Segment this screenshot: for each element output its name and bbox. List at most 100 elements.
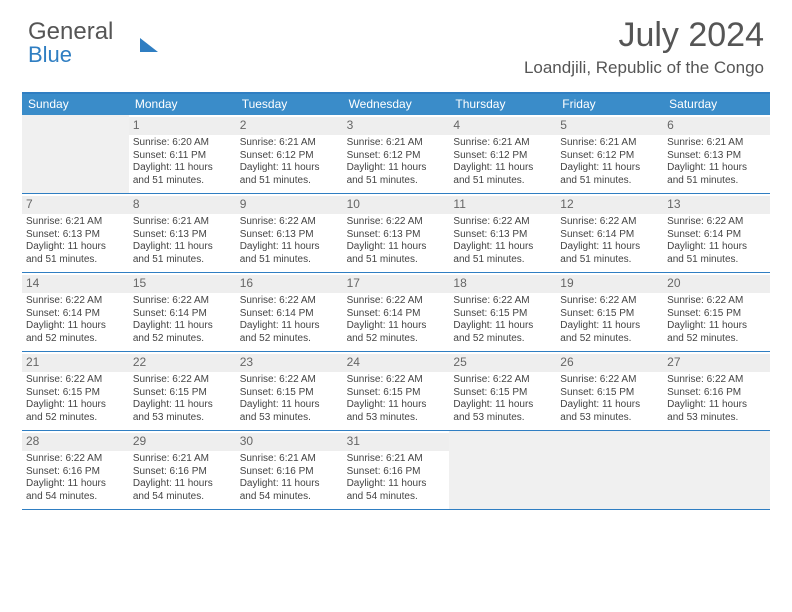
sunrise-text: Sunrise: 6:21 AM <box>347 453 446 466</box>
sunrise-text: Sunrise: 6:22 AM <box>560 295 659 308</box>
weekday-mon: Monday <box>129 94 236 115</box>
sunset-text: Sunset: 6:16 PM <box>240 466 339 479</box>
sunset-text: Sunset: 6:16 PM <box>26 466 125 479</box>
calendar-cell-empty <box>556 431 663 509</box>
calendar-cell-empty <box>449 431 556 509</box>
calendar-week: 28Sunrise: 6:22 AMSunset: 6:16 PMDayligh… <box>22 431 770 510</box>
weekday-sat: Saturday <box>663 94 770 115</box>
calendar-cell: 11Sunrise: 6:22 AMSunset: 6:13 PMDayligh… <box>449 194 556 272</box>
sunrise-text: Sunrise: 6:22 AM <box>560 374 659 387</box>
day-number: 13 <box>663 196 770 214</box>
calendar-cell: 2Sunrise: 6:21 AMSunset: 6:12 PMDaylight… <box>236 115 343 193</box>
sunset-text: Sunset: 6:14 PM <box>560 229 659 242</box>
day-number: 27 <box>663 354 770 372</box>
calendar-cell: 20Sunrise: 6:22 AMSunset: 6:15 PMDayligh… <box>663 273 770 351</box>
weekday-header: Sunday Monday Tuesday Wednesday Thursday… <box>22 94 770 115</box>
sunrise-text: Sunrise: 6:21 AM <box>240 137 339 150</box>
sunrise-text: Sunrise: 6:21 AM <box>560 137 659 150</box>
calendar-cell: 17Sunrise: 6:22 AMSunset: 6:14 PMDayligh… <box>343 273 450 351</box>
daylight-text: Daylight: 11 hours and 53 minutes. <box>560 399 659 424</box>
calendar-cell: 15Sunrise: 6:22 AMSunset: 6:14 PMDayligh… <box>129 273 236 351</box>
calendar-cell: 14Sunrise: 6:22 AMSunset: 6:14 PMDayligh… <box>22 273 129 351</box>
calendar-cell: 7Sunrise: 6:21 AMSunset: 6:13 PMDaylight… <box>22 194 129 272</box>
daylight-text: Daylight: 11 hours and 51 minutes. <box>240 162 339 187</box>
sunset-text: Sunset: 6:12 PM <box>560 150 659 163</box>
day-number: 8 <box>129 196 236 214</box>
calendar-week: 1Sunrise: 6:20 AMSunset: 6:11 PMDaylight… <box>22 115 770 194</box>
calendar-cell: 22Sunrise: 6:22 AMSunset: 6:15 PMDayligh… <box>129 352 236 430</box>
weekday-thu: Thursday <box>449 94 556 115</box>
calendar-cell: 24Sunrise: 6:22 AMSunset: 6:15 PMDayligh… <box>343 352 450 430</box>
calendar: Sunday Monday Tuesday Wednesday Thursday… <box>22 92 770 510</box>
daylight-text: Daylight: 11 hours and 51 minutes. <box>347 241 446 266</box>
day-number: 5 <box>556 117 663 135</box>
daylight-text: Daylight: 11 hours and 54 minutes. <box>347 478 446 503</box>
calendar-cell: 26Sunrise: 6:22 AMSunset: 6:15 PMDayligh… <box>556 352 663 430</box>
sunset-text: Sunset: 6:13 PM <box>240 229 339 242</box>
brand-logo: General Blue <box>28 18 113 68</box>
sunrise-text: Sunrise: 6:22 AM <box>453 374 552 387</box>
sunrise-text: Sunrise: 6:22 AM <box>347 295 446 308</box>
sunset-text: Sunset: 6:13 PM <box>667 150 766 163</box>
calendar-cell: 19Sunrise: 6:22 AMSunset: 6:15 PMDayligh… <box>556 273 663 351</box>
sunset-text: Sunset: 6:14 PM <box>133 308 232 321</box>
sunrise-text: Sunrise: 6:21 AM <box>26 216 125 229</box>
sunrise-text: Sunrise: 6:22 AM <box>26 374 125 387</box>
calendar-cell: 30Sunrise: 6:21 AMSunset: 6:16 PMDayligh… <box>236 431 343 509</box>
daylight-text: Daylight: 11 hours and 54 minutes. <box>133 478 232 503</box>
sunrise-text: Sunrise: 6:22 AM <box>453 295 552 308</box>
daylight-text: Daylight: 11 hours and 52 minutes. <box>453 320 552 345</box>
day-number: 31 <box>343 433 450 451</box>
sunset-text: Sunset: 6:15 PM <box>667 308 766 321</box>
day-number: 2 <box>236 117 343 135</box>
calendar-cell: 12Sunrise: 6:22 AMSunset: 6:14 PMDayligh… <box>556 194 663 272</box>
calendar-week: 14Sunrise: 6:22 AMSunset: 6:14 PMDayligh… <box>22 273 770 352</box>
day-number: 6 <box>663 117 770 135</box>
sunset-text: Sunset: 6:14 PM <box>347 308 446 321</box>
sunrise-text: Sunrise: 6:21 AM <box>347 137 446 150</box>
sunset-text: Sunset: 6:15 PM <box>347 387 446 400</box>
sunset-text: Sunset: 6:11 PM <box>133 150 232 163</box>
daylight-text: Daylight: 11 hours and 52 minutes. <box>26 320 125 345</box>
daylight-text: Daylight: 11 hours and 53 minutes. <box>667 399 766 424</box>
day-number: 11 <box>449 196 556 214</box>
day-number: 23 <box>236 354 343 372</box>
daylight-text: Daylight: 11 hours and 52 minutes. <box>240 320 339 345</box>
sunrise-text: Sunrise: 6:22 AM <box>240 295 339 308</box>
sunset-text: Sunset: 6:13 PM <box>453 229 552 242</box>
calendar-cell: 13Sunrise: 6:22 AMSunset: 6:14 PMDayligh… <box>663 194 770 272</box>
calendar-body: 1Sunrise: 6:20 AMSunset: 6:11 PMDaylight… <box>22 115 770 510</box>
sunrise-text: Sunrise: 6:22 AM <box>667 216 766 229</box>
daylight-text: Daylight: 11 hours and 54 minutes. <box>240 478 339 503</box>
calendar-cell: 6Sunrise: 6:21 AMSunset: 6:13 PMDaylight… <box>663 115 770 193</box>
calendar-cell: 31Sunrise: 6:21 AMSunset: 6:16 PMDayligh… <box>343 431 450 509</box>
daylight-text: Daylight: 11 hours and 51 minutes. <box>347 162 446 187</box>
sunrise-text: Sunrise: 6:22 AM <box>133 295 232 308</box>
day-number: 10 <box>343 196 450 214</box>
calendar-cell: 23Sunrise: 6:22 AMSunset: 6:15 PMDayligh… <box>236 352 343 430</box>
sunrise-text: Sunrise: 6:22 AM <box>240 374 339 387</box>
page-title: July 2024 <box>618 16 764 55</box>
day-number: 20 <box>663 275 770 293</box>
calendar-cell: 27Sunrise: 6:22 AMSunset: 6:16 PMDayligh… <box>663 352 770 430</box>
calendar-cell: 8Sunrise: 6:21 AMSunset: 6:13 PMDaylight… <box>129 194 236 272</box>
sunset-text: Sunset: 6:13 PM <box>347 229 446 242</box>
sunrise-text: Sunrise: 6:22 AM <box>667 295 766 308</box>
weekday-wed: Wednesday <box>343 94 450 115</box>
calendar-cell: 21Sunrise: 6:22 AMSunset: 6:15 PMDayligh… <box>22 352 129 430</box>
sunrise-text: Sunrise: 6:20 AM <box>133 137 232 150</box>
daylight-text: Daylight: 11 hours and 53 minutes. <box>347 399 446 424</box>
sunset-text: Sunset: 6:15 PM <box>26 387 125 400</box>
day-number: 22 <box>129 354 236 372</box>
daylight-text: Daylight: 11 hours and 52 minutes. <box>133 320 232 345</box>
day-number: 26 <box>556 354 663 372</box>
day-number: 3 <box>343 117 450 135</box>
sunrise-text: Sunrise: 6:22 AM <box>240 216 339 229</box>
sunrise-text: Sunrise: 6:22 AM <box>560 216 659 229</box>
calendar-cell: 5Sunrise: 6:21 AMSunset: 6:12 PMDaylight… <box>556 115 663 193</box>
day-number: 21 <box>22 354 129 372</box>
day-number: 4 <box>449 117 556 135</box>
sunset-text: Sunset: 6:14 PM <box>240 308 339 321</box>
header: General Blue July 2024 Loandjili, Republ… <box>0 0 792 92</box>
calendar-cell: 4Sunrise: 6:21 AMSunset: 6:12 PMDaylight… <box>449 115 556 193</box>
